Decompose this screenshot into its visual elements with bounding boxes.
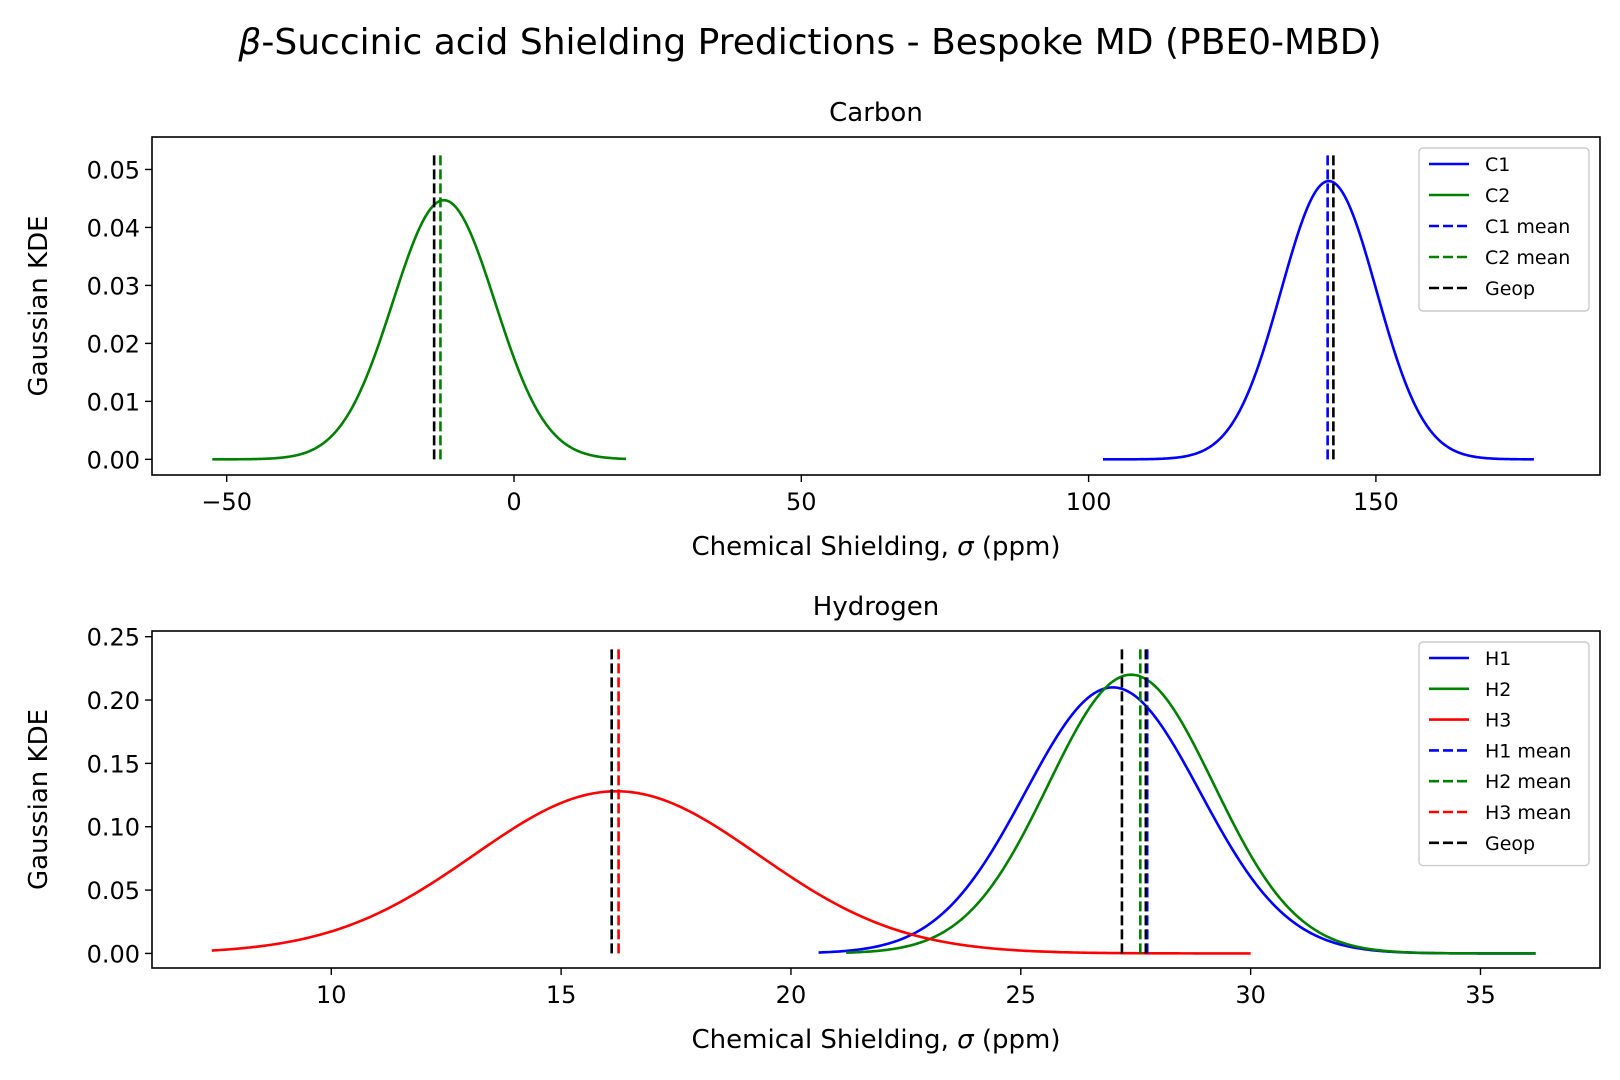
- hydrogen-ytick-label: 0.25: [87, 624, 140, 652]
- carbon-legend-box: [1418, 147, 1590, 312]
- carbon-title: Carbon: [829, 98, 923, 128]
- carbon-legend-label: C1 mean: [1485, 216, 1570, 238]
- carbon-panel: Carbon −50 0 50 100 150 0.00 0.01 0.02 0.03 0.04 0.…: [24, 98, 1601, 562]
- carbon-xtick-label: −50: [201, 488, 252, 516]
- hydrogen-ytick-label: 0.10: [87, 814, 140, 842]
- carbon-legend-label: C2: [1485, 185, 1510, 207]
- hydrogen-legend-label: H1: [1485, 648, 1511, 670]
- hydrogen-xtick-label: 35: [1465, 981, 1496, 1009]
- carbon-xtick-label: 0: [506, 488, 521, 516]
- hydrogen-curve-h3: [211, 789, 1251, 955]
- carbon-xtick-label: 50: [786, 488, 817, 516]
- hydrogen-ytick-label: 0.15: [87, 750, 140, 778]
- hydrogen-legend-label: Geop: [1485, 833, 1535, 855]
- carbon-legend: C1 C2 C1 mean C2 mean Geop: [1418, 147, 1590, 312]
- carbon-ytick-label: 0.02: [87, 330, 140, 358]
- carbon-ytick-label: 0.05: [87, 156, 140, 184]
- hydrogen-xlabel: Chemical Shielding, σ (ppm): [692, 1025, 1061, 1055]
- carbon-legend-label: Geop: [1485, 278, 1535, 300]
- carbon-legend-label: C2 mean: [1485, 247, 1570, 269]
- hydrogen-legend-label: H2 mean: [1485, 771, 1571, 793]
- figure-title-text: -Succinic acid Shielding Predictions - B…: [261, 22, 1381, 63]
- carbon-ytick-label: 0.01: [87, 388, 140, 416]
- carbon-ytick-label: 0.00: [87, 446, 140, 474]
- carbon-xlabel: Chemical Shielding, σ (ppm): [692, 532, 1061, 562]
- carbon-xtick-label: 150: [1353, 488, 1399, 516]
- hydrogen-xtick-label: 20: [776, 981, 807, 1009]
- hydrogen-legend-label: H1 mean: [1485, 740, 1571, 762]
- hydrogen-panel: Hydrogen 10 15 20 25 30 35 0.00 0.05 0.10 0.15 0.20…: [24, 592, 1601, 1055]
- carbon-legend-label: C1: [1485, 154, 1510, 176]
- hydrogen-title: Hydrogen: [813, 592, 939, 622]
- figure-title-symbol: β: [237, 22, 261, 63]
- hydrogen-xtick-label: 10: [316, 981, 347, 1009]
- hydrogen-curve-h2: [846, 673, 1536, 955]
- hydrogen-legend-label: H2: [1485, 679, 1511, 701]
- carbon-axes-frame: [151, 136, 1601, 476]
- hydrogen-ytick-label: 0.20: [87, 687, 140, 715]
- hydrogen-axes-frame: [151, 630, 1601, 969]
- hydrogen-xtick-label: 30: [1235, 981, 1266, 1009]
- hydrogen-legend: H1 H2 H3 H1 mean H2 mean H3 mean Geop: [1418, 641, 1590, 867]
- carbon-xtick-label: 100: [1066, 488, 1112, 516]
- hydrogen-xtick-label: 25: [1006, 981, 1037, 1009]
- hydrogen-ytick-label: 0.00: [87, 940, 140, 968]
- hydrogen-legend-label: H3: [1485, 710, 1511, 732]
- hydrogen-legend-label: H3 mean: [1485, 802, 1571, 824]
- carbon-ytick-label: 0.03: [87, 272, 140, 300]
- carbon-curve-c2: [212, 198, 627, 461]
- carbon-curve-c1: [1102, 179, 1534, 461]
- carbon-ylabel: Gaussian KDE: [24, 215, 54, 396]
- hydrogen-legend-box: [1418, 641, 1590, 867]
- hydrogen-ylabel: Gaussian KDE: [24, 709, 54, 890]
- figure-title: β-Succinic acid Shielding Predictions - …: [237, 22, 1381, 63]
- hydrogen-ytick-label: 0.05: [87, 877, 140, 905]
- carbon-ytick-label: 0.04: [87, 214, 140, 242]
- hydrogen-xtick-label: 15: [546, 981, 577, 1009]
